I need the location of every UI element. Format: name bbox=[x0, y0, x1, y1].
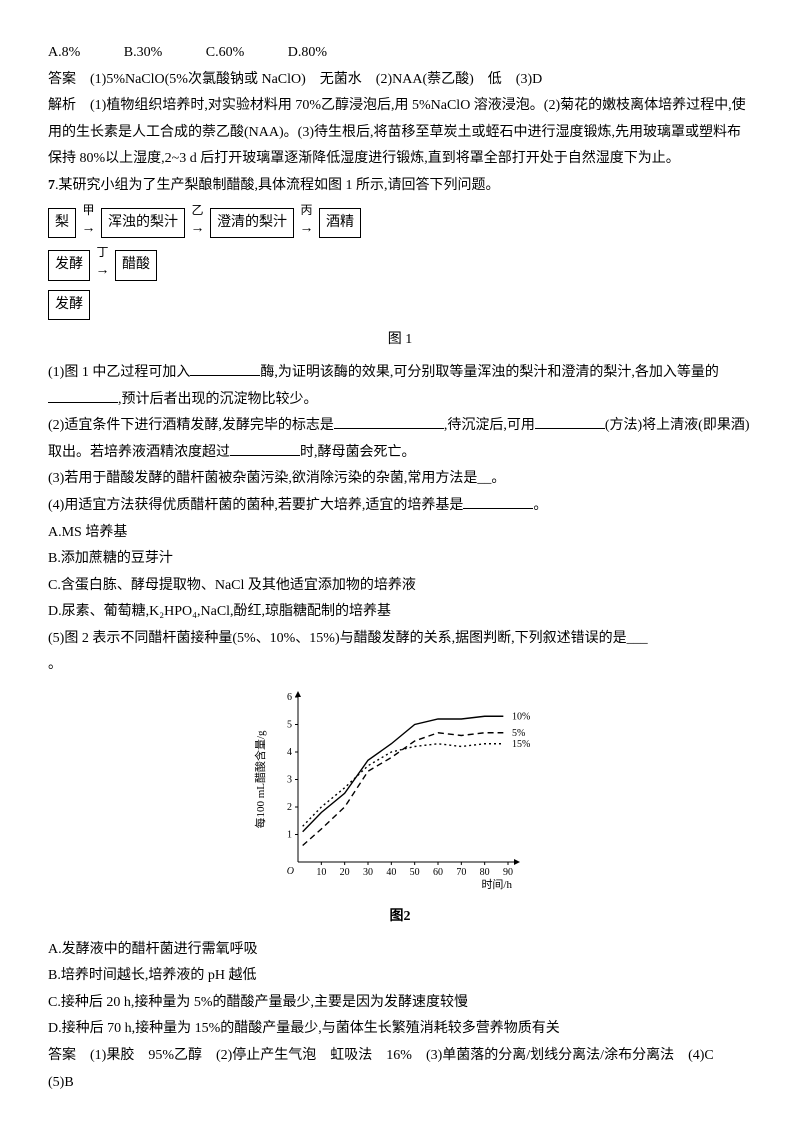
q6-options: A.8% B.30% C.60% D.80% bbox=[48, 40, 752, 67]
q7-5c: C.接种后 20 h,接种量为 5%的醋酸产量最少,主要是因为发酵速度较慢 bbox=[48, 990, 752, 1017]
q7-5d: D.接种后 70 h,接种量为 15%的醋酸产量最少,与菌体生长繁殖消耗较多营养… bbox=[48, 1016, 752, 1043]
q7-optD: D.尿素、葡萄糖,K₂HPO₄,NaCl,酚红,琼脂糖配制的培养基 bbox=[48, 599, 752, 626]
opt-d: D.80% bbox=[288, 40, 327, 67]
svg-text:时间/h: 时间/h bbox=[481, 878, 512, 891]
svg-text:20: 20 bbox=[340, 867, 350, 878]
blank bbox=[230, 441, 300, 456]
svg-text:5: 5 bbox=[287, 720, 292, 731]
flow-node: 发酵 bbox=[48, 290, 90, 321]
svg-text:60: 60 bbox=[433, 867, 443, 878]
svg-text:2: 2 bbox=[287, 802, 292, 813]
flow-node: 醋酸 bbox=[115, 250, 157, 281]
svg-text:70: 70 bbox=[456, 867, 466, 878]
blank bbox=[334, 414, 444, 429]
q7-optA: A.MS 培养基 bbox=[48, 520, 752, 547]
svg-text:40: 40 bbox=[386, 867, 396, 878]
svg-text:50: 50 bbox=[410, 867, 420, 878]
flow-arrow: 丙→ bbox=[300, 204, 314, 243]
svg-text:80: 80 bbox=[480, 867, 490, 878]
svg-text:10: 10 bbox=[316, 867, 326, 878]
q7-p4: (4)用适宜方法获得优质醋杆菌的菌种,若要扩大培养,适宜的培养基是。 bbox=[48, 493, 752, 520]
opt-a: A.8% bbox=[48, 40, 80, 67]
flow-node: 发酵 bbox=[48, 250, 90, 281]
svg-text:3: 3 bbox=[287, 775, 292, 786]
q7-answer: 答案 (1)果胶 95%乙醇 (2)停止产生气泡 虹吸法 16% (3)单菌落的… bbox=[48, 1043, 752, 1096]
figure2-label: 图2 bbox=[48, 904, 752, 931]
q7-5b: B.培养时间越长,培养液的 pH 越低 bbox=[48, 963, 752, 990]
q7-p3: (3)若用于醋酸发酵的醋杆菌被杂菌污染,欲消除污染的杂菌,常用方法是__。 bbox=[48, 466, 752, 493]
svg-text:6: 6 bbox=[287, 692, 292, 703]
flow-arrow: 丁→ bbox=[96, 246, 110, 285]
svg-text:10%: 10% bbox=[512, 711, 530, 722]
flow-diagram: 梨 甲→ 浑浊的梨汁 乙→ 澄清的梨汁 丙→ 酒精 bbox=[48, 204, 752, 243]
blank bbox=[463, 494, 533, 509]
svg-text:5%: 5% bbox=[512, 728, 525, 739]
svg-text:15%: 15% bbox=[512, 739, 530, 750]
q7-p2: (2)适宜条件下进行酒精发酵,发酵完毕的标志是,待沉淀后,可用(方法)将上清液(… bbox=[48, 413, 752, 466]
svg-text:1: 1 bbox=[287, 830, 292, 841]
acetic-acid-chart: 10 20 30 40 50 60 70 80 90 1 2 3 4 5 6 O 时间/h 每100 mL醋酸含量… bbox=[250, 689, 550, 894]
q7-5a: A.发酵液中的醋杆菌进行需氧呼吸 bbox=[48, 937, 752, 964]
svg-text:O: O bbox=[287, 866, 294, 877]
flow-node: 酒精 bbox=[319, 208, 361, 239]
flow-arrow: 乙→ bbox=[191, 204, 205, 243]
blank bbox=[535, 414, 605, 429]
q7-stem: 7.某研究小组为了生产梨酿制醋酸,具体流程如图 1 所示,请回答下列问题。 bbox=[48, 173, 752, 200]
q6-answer: 答案 (1)5%NaClO(5%次氯酸钠或 NaClO) 无菌水 (2)NAA(… bbox=[48, 67, 752, 94]
q7-p5b: 。 bbox=[48, 652, 752, 679]
flow-diagram-row3: 发酵 bbox=[48, 289, 752, 322]
flow-node: 梨 bbox=[48, 208, 76, 239]
figure1-label: 图 1 bbox=[48, 327, 752, 354]
svg-text:4: 4 bbox=[287, 747, 292, 758]
flow-node: 澄清的梨汁 bbox=[210, 208, 294, 239]
svg-text:30: 30 bbox=[363, 867, 373, 878]
q7-optB: B.添加蔗糖的豆芽汁 bbox=[48, 546, 752, 573]
q7-optC: C.含蛋白胨、酵母提取物、NaCl 及其他适宜添加物的培养液 bbox=[48, 573, 752, 600]
q7-p5: (5)图 2 表示不同醋杆菌接种量(5%、10%、15%)与醋酸发酵的关系,据图… bbox=[48, 626, 752, 653]
opt-b: B.30% bbox=[124, 40, 163, 67]
blank bbox=[48, 388, 118, 403]
flow-node: 浑浊的梨汁 bbox=[101, 208, 185, 239]
q6-explain: 解析 (1)植物组织培养时,对实验材料用 70%乙醇浸泡后,用 5%NaClO … bbox=[48, 93, 752, 173]
opt-c: C.60% bbox=[206, 40, 245, 67]
blank bbox=[190, 361, 260, 376]
flow-diagram-row2: 发酵 丁→ 醋酸 bbox=[48, 246, 752, 285]
flow-arrow: 甲→ bbox=[82, 204, 96, 243]
svg-text:90: 90 bbox=[503, 867, 513, 878]
q7-p1: (1)图 1 中乙过程可加入酶,为证明该酶的效果,可分别取等量浑浊的梨汁和澄清的… bbox=[48, 360, 752, 413]
svg-text:每100 mL醋酸含量/g: 每100 mL醋酸含量/g bbox=[253, 730, 267, 829]
